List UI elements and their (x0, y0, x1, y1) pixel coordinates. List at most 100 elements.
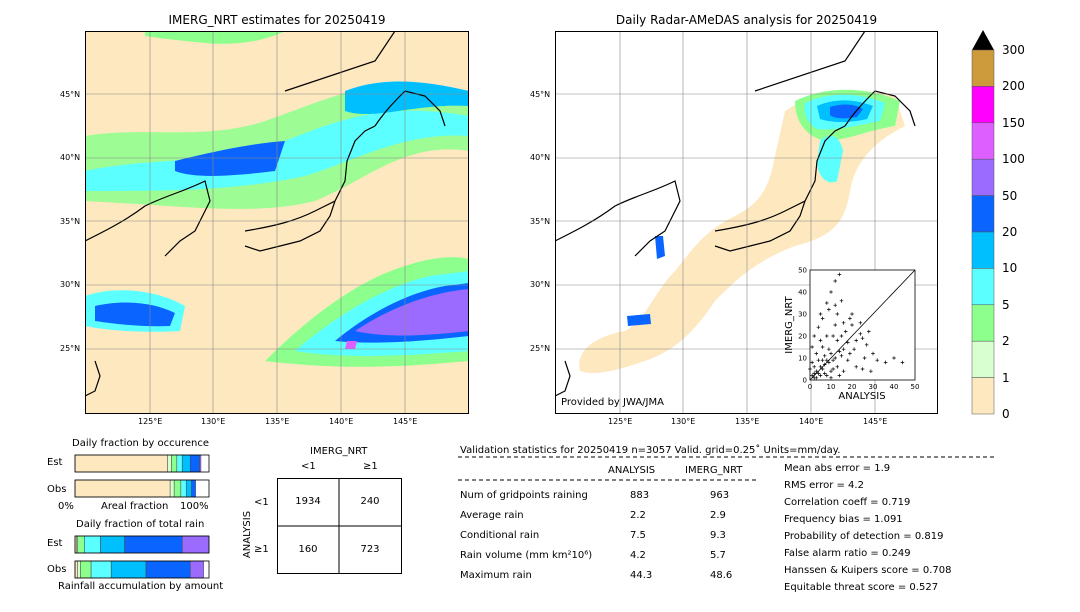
left-lon-140: 140°E (329, 417, 354, 426)
scatter-point (850, 323, 854, 327)
scatter-point (854, 338, 858, 343)
scatter-point (820, 316, 825, 321)
colorbar-box (971, 158, 995, 196)
scatter-point (816, 371, 821, 376)
scatter-point (810, 373, 814, 378)
validation-header: Validation statistics for 20250419 n=305… (460, 445, 841, 456)
colorbar-box (971, 304, 995, 342)
scatter-point (812, 334, 816, 338)
left-lat-40: 40°N (60, 153, 81, 162)
colorbar-label: 0 (1002, 407, 1010, 421)
left-lon-130: 130°E (201, 417, 226, 426)
scatter-xtick: 0 (808, 383, 812, 391)
scatter-point (820, 345, 825, 349)
colorbar-box (971, 231, 995, 269)
scatter-point (818, 373, 823, 378)
scatter-point (858, 321, 863, 325)
colorbar-label: 300 (1002, 43, 1025, 57)
scatter-point (829, 351, 833, 356)
data-credit: Provided by JWA/JMA (561, 397, 664, 408)
contingency-grid (277, 478, 402, 574)
scatter-point (833, 303, 837, 307)
scatter-point (835, 312, 840, 316)
stat-label: Average rain (460, 510, 524, 521)
score-row: Frequency bias = 1.091 (784, 514, 903, 525)
right-lat-30: 30°N (530, 280, 551, 289)
scatter-ylabel: IMERG_NRT (784, 295, 795, 353)
scatter-point (827, 307, 831, 312)
stacked-segment (181, 535, 210, 554)
rainfall-title: Daily fraction of total rain (76, 519, 205, 530)
scatter-point (862, 356, 867, 360)
scatter-point (825, 334, 829, 338)
stacked-segment (189, 454, 200, 473)
score-row: Correlation coeff = 0.719 (784, 497, 911, 508)
scatter-point (814, 369, 819, 373)
scatter-point (837, 349, 842, 354)
stat-imerg: 963 (710, 490, 730, 501)
scatter-point (833, 356, 837, 360)
scatter-ytick: 40 (798, 289, 807, 297)
score-row: Hanssen & Kuipers score = 0.708 (784, 565, 952, 576)
right-lon-140: 140°E (799, 417, 824, 426)
stacked-segment (185, 479, 192, 498)
left-lat-30: 30°N (60, 280, 81, 289)
scatter-diagonal (809, 269, 916, 381)
contingency-row-axis: ANALYSIS (242, 510, 254, 559)
stacked-segment (189, 560, 204, 579)
scatter-point (839, 354, 844, 358)
scatter-point (839, 299, 844, 303)
left-map-title: IMERG_NRT estimates for 20250419 (168, 13, 386, 27)
scatter-point (818, 365, 823, 369)
scatter-xtick: 20 (848, 383, 857, 391)
scatter-point (810, 360, 814, 365)
scatter-point (825, 301, 829, 305)
scatter-point (837, 373, 842, 378)
stacked-segment (74, 454, 168, 473)
colorbar-box (971, 377, 995, 415)
stacked-segment (77, 560, 81, 579)
scatter-ytick: 30 (798, 311, 807, 319)
stat-imerg: 9.3 (710, 530, 726, 541)
validation-col-analysis: ANALYSIS (608, 465, 656, 476)
scatter-point (818, 338, 823, 343)
scatter-point (860, 367, 865, 371)
scatter-point (812, 371, 816, 376)
scatter-point (835, 365, 840, 369)
scatter-point (820, 367, 825, 371)
stacked-segment (171, 454, 178, 473)
cell-ge-lt: 160 (298, 544, 318, 555)
score-row: Probability of detection = 0.819 (784, 531, 944, 542)
right-lon-125: 125°E (608, 417, 633, 426)
right-lat-25: 25°N (530, 344, 551, 353)
stacked-segment (90, 560, 112, 579)
scatter-point (854, 365, 858, 369)
scatter-point (816, 358, 821, 362)
colorbar-label: 150 (1002, 115, 1025, 130)
stacked-segment (80, 560, 92, 579)
scatter-point (812, 365, 816, 369)
stacked-segment (124, 535, 183, 554)
scatter-point (858, 332, 863, 336)
scatter-point (814, 376, 819, 380)
scatter-point (829, 290, 833, 294)
stacked-segment (191, 479, 196, 498)
scatter-ytick: 20 (798, 333, 807, 341)
scatter-point (808, 367, 812, 371)
scatter-point (833, 279, 837, 283)
colorbar-label: 10 (1002, 261, 1018, 276)
colorbar-label: 200 (1002, 79, 1025, 94)
scatter-point (867, 329, 871, 334)
colorbar-extend-arrow (972, 30, 994, 50)
contingency-title: IMERG_NRT (310, 446, 368, 457)
scatter-point (841, 321, 846, 325)
scatter-point (846, 340, 850, 345)
occurrence-axis-left: 0% (58, 501, 74, 512)
contingency-row-lt: <1 (254, 497, 269, 508)
scatter-point (892, 356, 896, 360)
contingency-row-ge: ≥1 (254, 544, 269, 555)
score-row: False alarm ratio = 0.249 (784, 548, 911, 559)
scatter-point (871, 351, 875, 356)
cell-lt-ge: 240 (360, 496, 380, 507)
stacked-segment (74, 560, 78, 579)
